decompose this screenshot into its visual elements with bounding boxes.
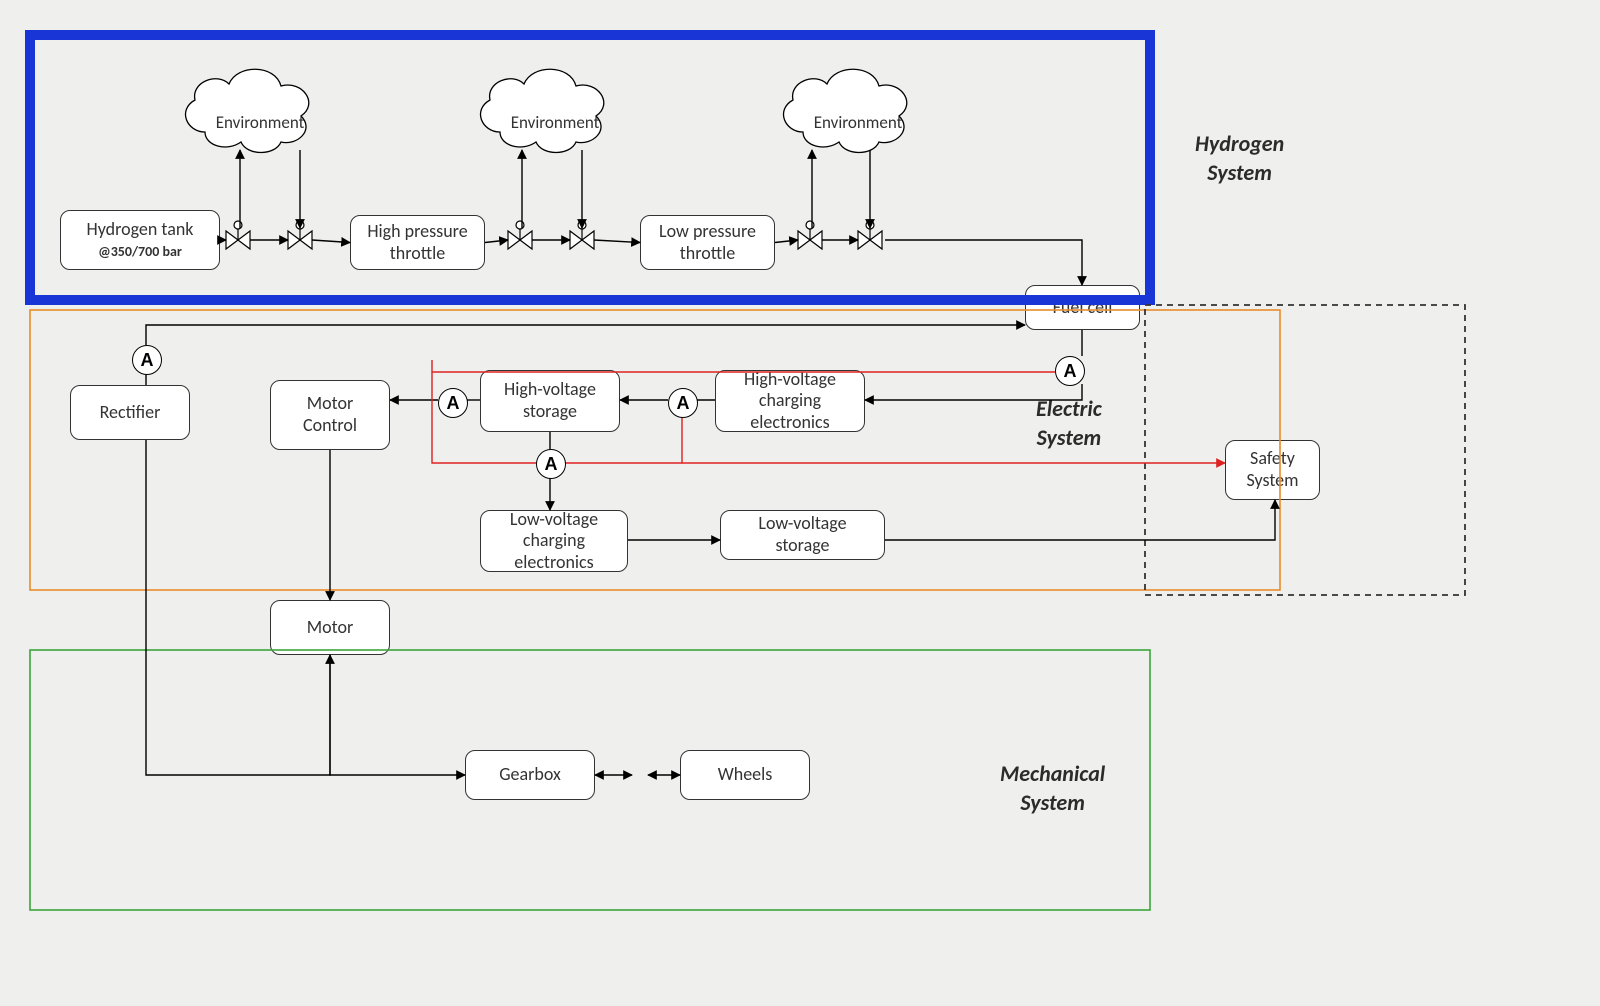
zone-title-hydrogen: HydrogenSystem — [1195, 130, 1284, 187]
cloud-environment: Environment — [481, 69, 604, 152]
edge — [885, 240, 1082, 285]
valve-icon — [508, 221, 532, 249]
valve-icon — [798, 221, 822, 249]
node-hydrogen-tank: Hydrogen tank @350/700 bar — [60, 210, 220, 270]
valve-icon — [858, 221, 882, 249]
edge — [485, 240, 508, 243]
node-high-pressure-throttle: High pressurethrottle — [350, 215, 485, 270]
edge — [146, 325, 1025, 345]
node-hv-storage: High-voltagestorage — [480, 370, 620, 432]
valve-icon — [226, 221, 250, 249]
svg-text:Environment: Environment — [216, 112, 305, 133]
edge — [330, 655, 465, 775]
node-lv-storage: Low-voltagestorage — [720, 510, 885, 560]
edge — [312, 240, 350, 243]
ammeter-icon: A — [536, 449, 566, 479]
node-wheels: Wheels — [680, 750, 810, 800]
cloud-environment: Environment — [186, 69, 309, 152]
zone-title-electric: ElectricSystem — [1036, 395, 1102, 452]
node-rectifier: Rectifier — [70, 385, 190, 440]
edge — [885, 500, 1275, 540]
node-lv-charging-electronics: Low-voltagechargingelectronics — [480, 510, 628, 572]
label: Hydrogen tank — [87, 219, 194, 241]
zone-title-mech: MechanicalSystem — [1000, 760, 1105, 817]
connections-overlay: Environment Environment Environment — [0, 0, 1600, 1006]
svg-text:Environment: Environment — [511, 112, 600, 133]
node-hv-charging-electronics: High-voltagechargingelectronics — [715, 370, 865, 432]
valve-icon — [570, 221, 594, 249]
node-low-pressure-throttle: Low pressurethrottle — [640, 215, 775, 270]
ammeter-icon: A — [438, 388, 468, 418]
node-gearbox: Gearbox — [465, 750, 595, 800]
edge — [775, 240, 798, 243]
node-safety-system: SafetySystem — [1225, 440, 1320, 500]
node-motor-control: MotorControl — [270, 380, 390, 450]
node-fuel-cell: Fuel cell — [1025, 285, 1140, 330]
ammeter-icon: A — [1055, 356, 1085, 386]
valve-icon — [288, 221, 312, 249]
ammeter-icon: A — [668, 388, 698, 418]
node-motor: Motor — [270, 600, 390, 655]
sublabel: @350/700 bar — [87, 244, 194, 261]
svg-text:Environment: Environment — [814, 112, 903, 133]
edge — [594, 240, 640, 243]
ammeter-icon: A — [132, 345, 162, 375]
cloud-environment: Environment — [784, 69, 907, 152]
